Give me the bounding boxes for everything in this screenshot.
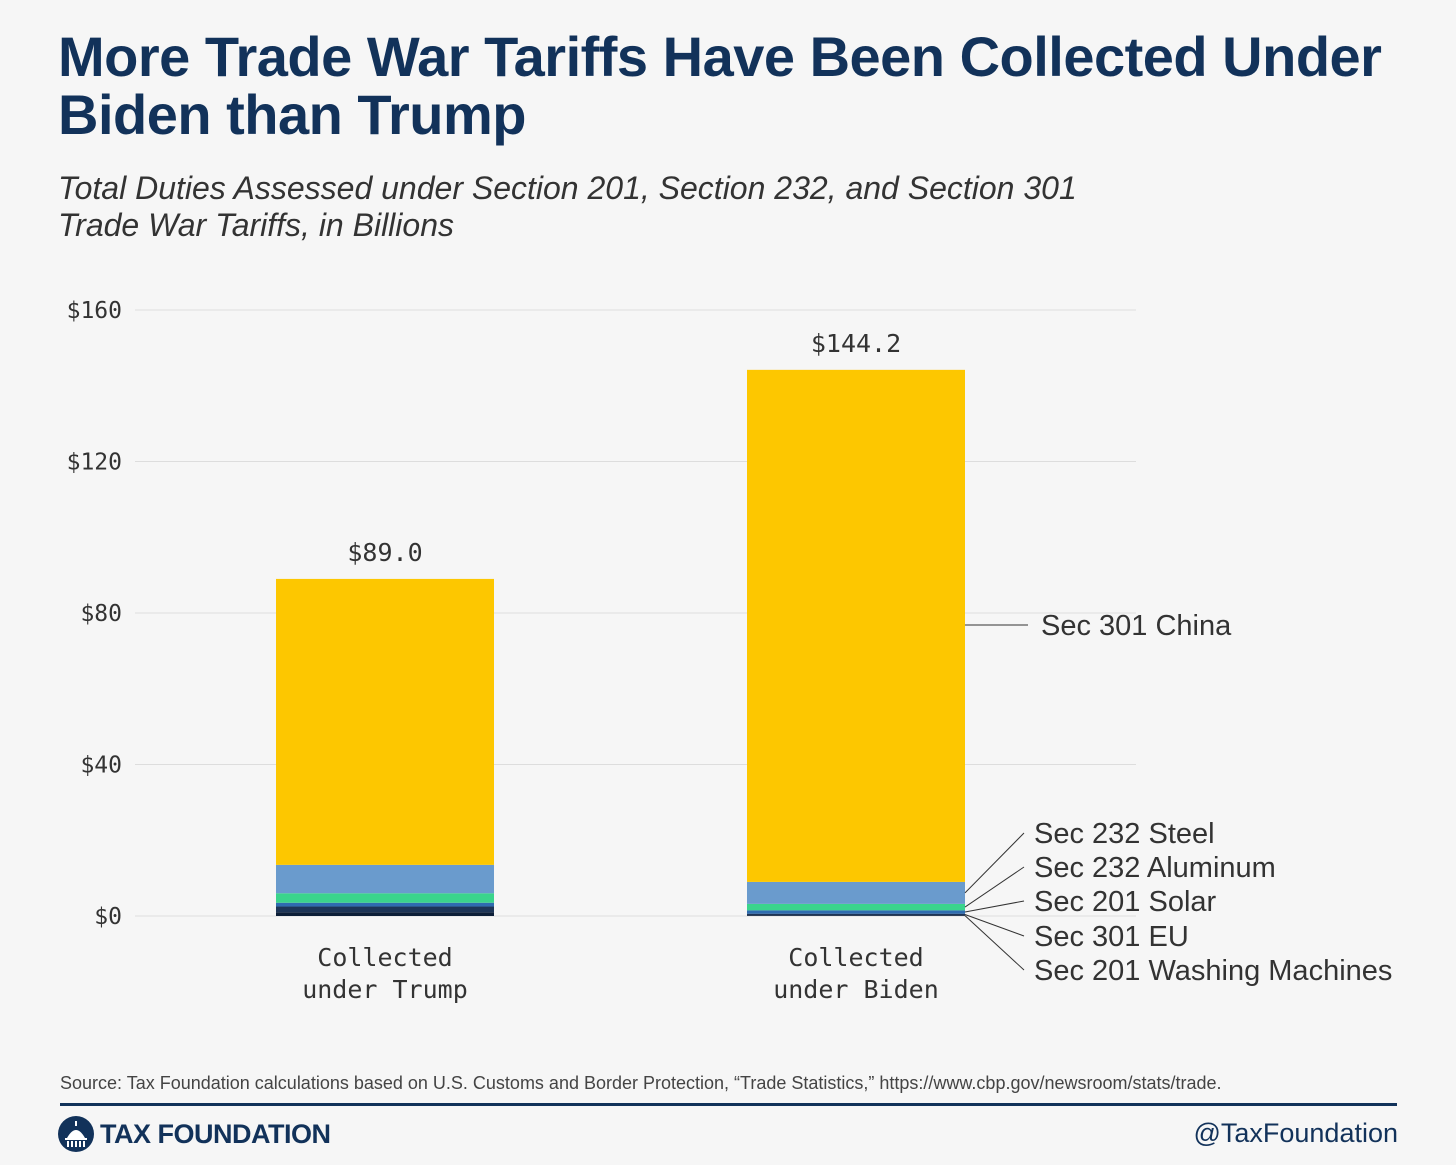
bar-segment	[747, 915, 965, 916]
bar-total-label: $144.2	[811, 329, 901, 358]
legend-leader-line	[964, 915, 1025, 971]
legend-label: Sec 232 Aluminum	[1034, 852, 1276, 884]
y-tick-label: $160	[67, 298, 122, 324]
chart-title: More Trade War Tariffs Have Been Collect…	[58, 25, 1382, 146]
legend-leader-line	[964, 832, 1025, 894]
legend-leader-line	[964, 914, 1025, 937]
bar-segment	[747, 881, 965, 904]
chart-subtitle: Total Duties Assessed under Section 201,…	[58, 170, 1077, 243]
bar-segment	[747, 903, 965, 911]
footer-divider	[60, 1103, 1397, 1106]
legend-leader-line	[964, 866, 1025, 908]
social-handle[interactable]: @TaxFoundation	[1193, 1118, 1398, 1148]
legend-label: Sec 201 Washing Machines	[1034, 955, 1392, 987]
bar-segment	[276, 893, 494, 903]
bar-total-label: $89.0	[347, 538, 422, 567]
x-category-label: under Trump	[302, 975, 468, 1004]
bar-segment	[276, 902, 494, 907]
bar-segment	[276, 864, 494, 894]
stacked-bar-chart: $0 $40 $80 $120 $160 $89.0 Collected under Trum…	[67, 298, 1393, 1004]
y-tick-label: $120	[67, 450, 122, 476]
legend-label: Sec 201 Solar	[1034, 886, 1217, 918]
source-note: Source: Tax Foundation calculations base…	[60, 1073, 1222, 1093]
legend-label: Sec 301 China	[1041, 610, 1232, 642]
y-tick-label: $40	[80, 753, 122, 779]
y-tick-label: $0	[94, 904, 122, 930]
bar-segment	[747, 910, 965, 914]
bar-segment	[276, 906, 494, 913]
bar-segment	[747, 369, 965, 882]
bar-segment	[747, 913, 965, 916]
legend-leader-line	[964, 900, 1025, 913]
x-category-label: under Biden	[773, 975, 939, 1004]
brand: TAX FOUNDATION	[58, 1114, 331, 1154]
x-category-label: Collected	[317, 943, 452, 972]
y-tick-label: $80	[80, 601, 122, 627]
brand-name: TAX FOUNDATION	[100, 1118, 331, 1149]
bar-segment	[276, 578, 494, 865]
capitol-dome-icon	[58, 1116, 94, 1152]
x-category-label: Collected	[788, 943, 923, 972]
legend-label: Sec 301 EU	[1034, 921, 1189, 953]
legend-label: Sec 232 Steel	[1034, 818, 1215, 850]
bar-segment	[276, 912, 494, 916]
